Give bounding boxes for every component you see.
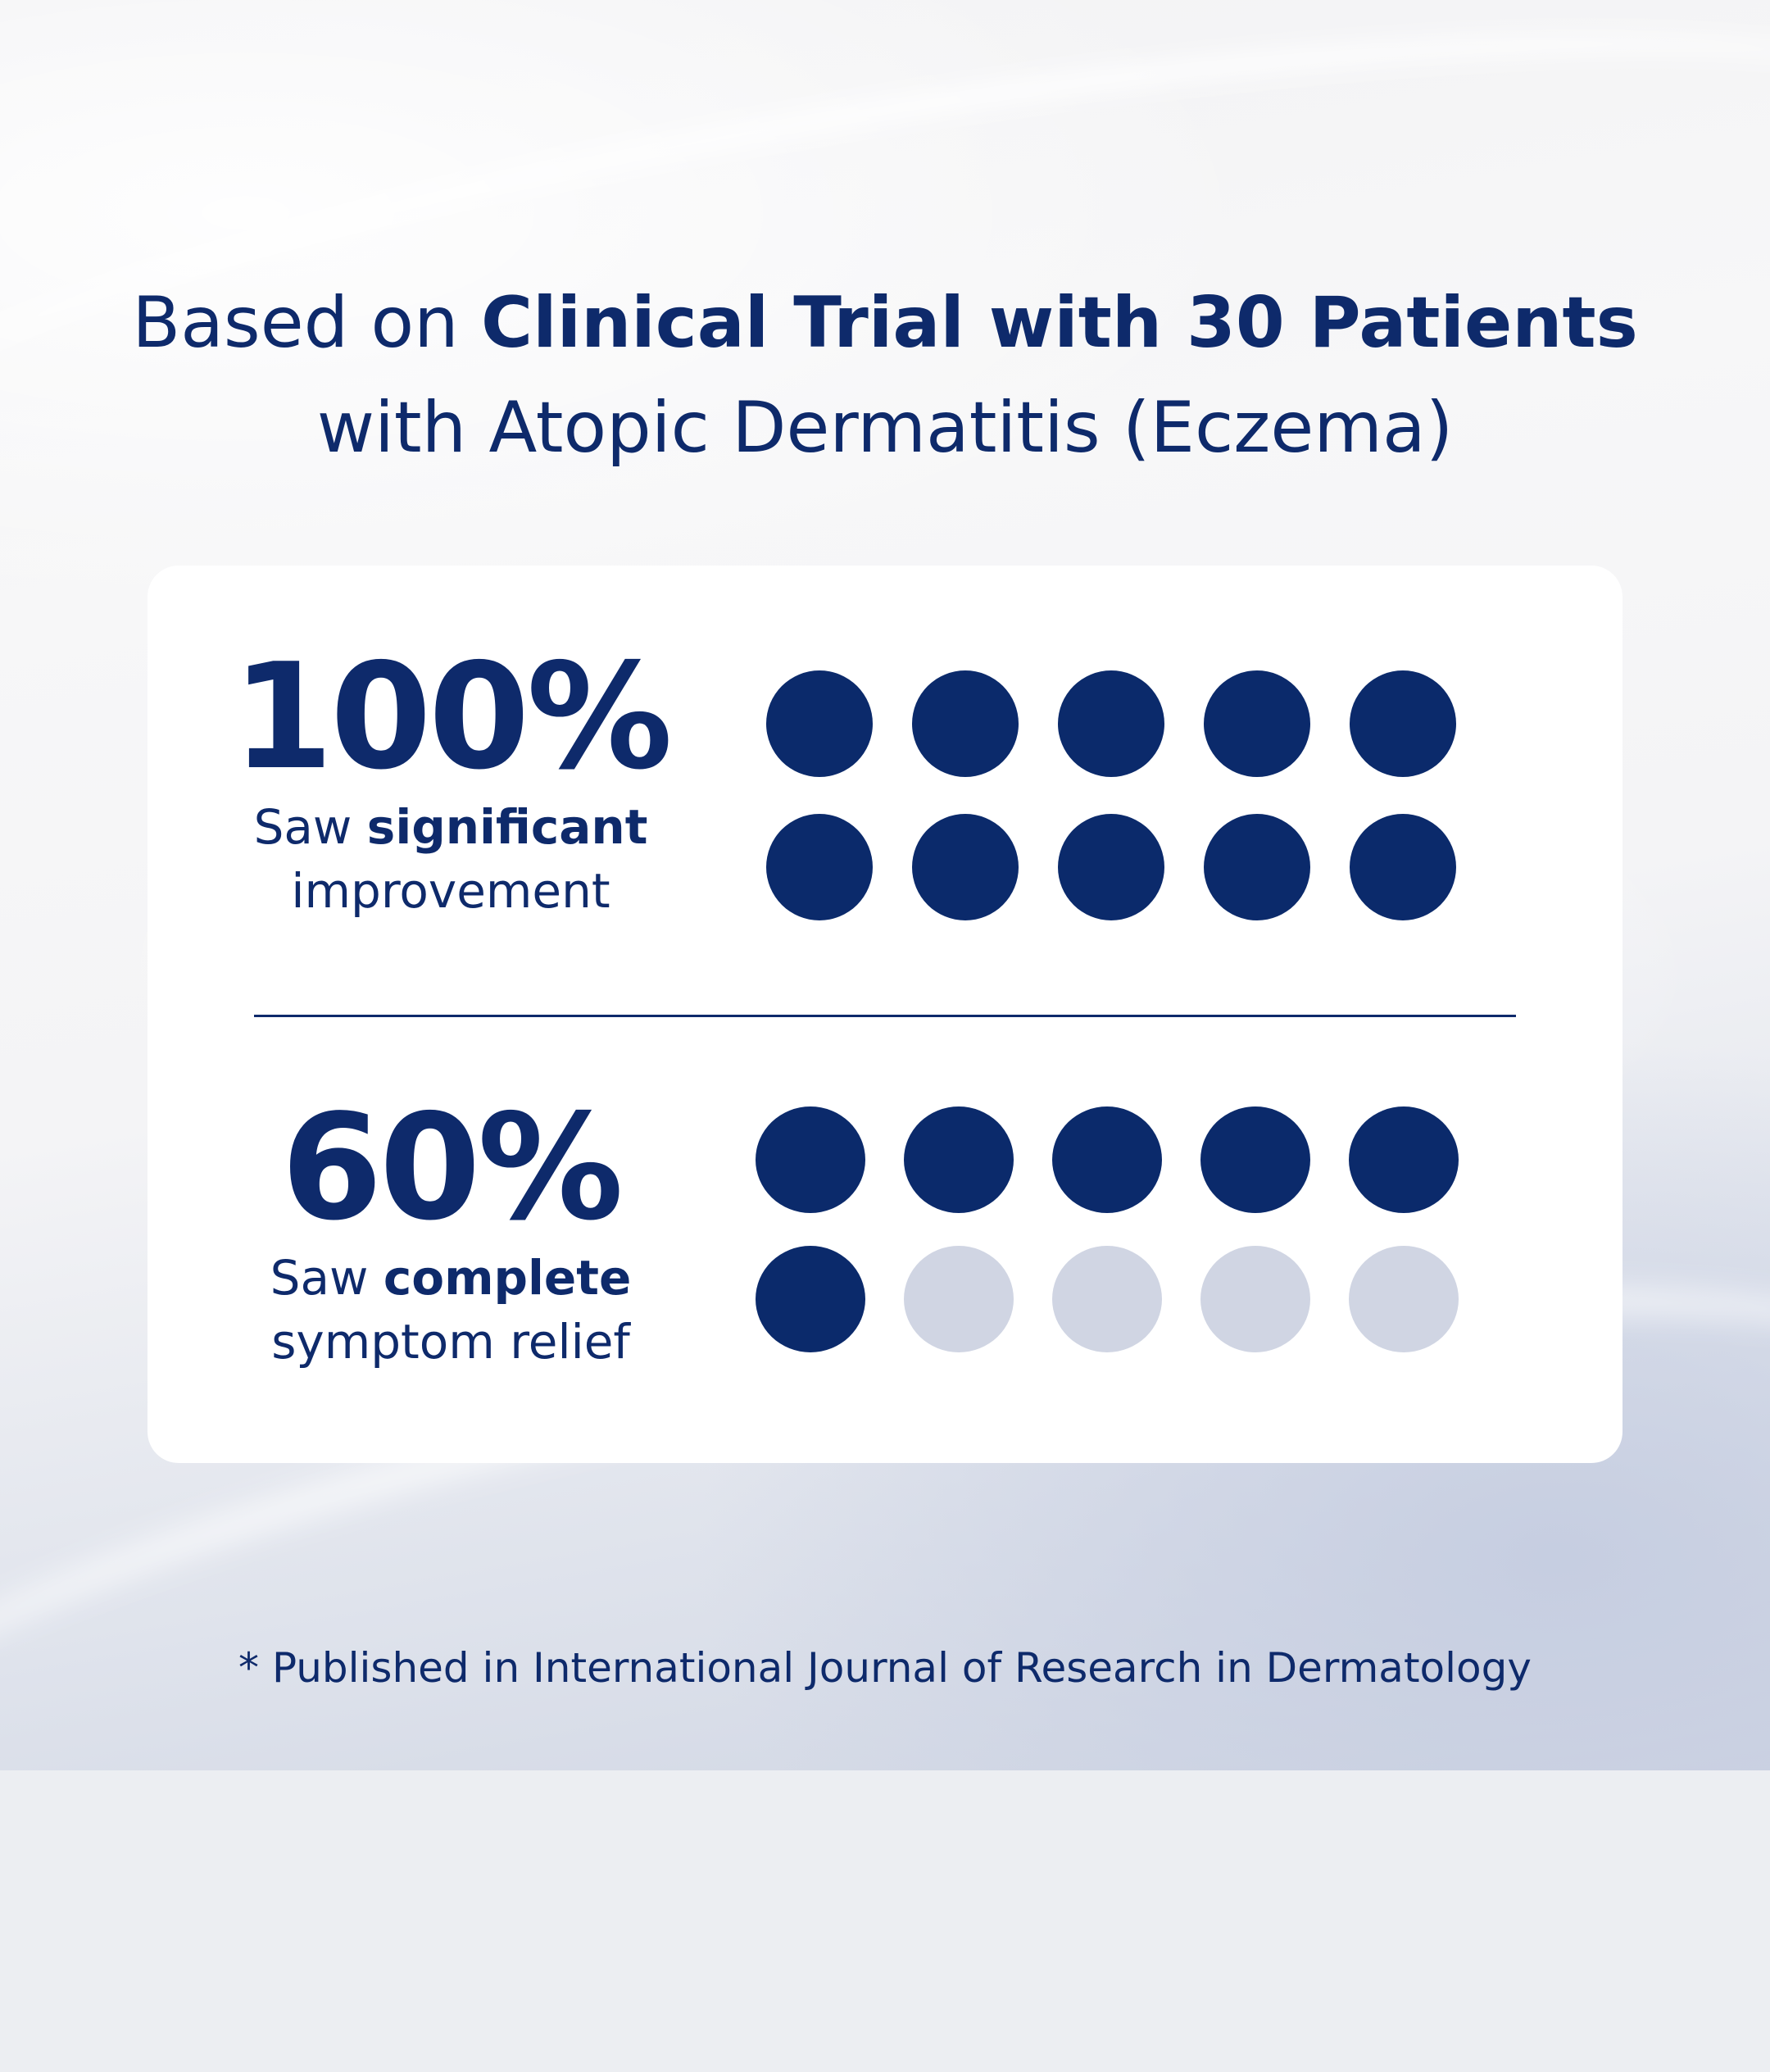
dot-filled bbox=[766, 814, 873, 920]
headline-regular: Based on bbox=[132, 282, 482, 364]
dot-filled bbox=[1350, 814, 1456, 920]
stat-improvement: 100% Saw significant improvement bbox=[221, 639, 680, 923]
dot-filled bbox=[1349, 1106, 1459, 1213]
stat-desc-prefix: Saw bbox=[253, 799, 367, 855]
stat-desc-prefix: Saw bbox=[270, 1250, 384, 1306]
stat-value: 60% bbox=[280, 1083, 624, 1252]
stat-desc-line2: symptom relief bbox=[271, 1314, 630, 1370]
stats-card: 100% Saw significant improvement 60% Saw… bbox=[148, 566, 1622, 1463]
stat-desc-bold: significant bbox=[366, 799, 648, 855]
stat-description: Saw significant improvement bbox=[221, 795, 680, 923]
dot-filled bbox=[1350, 670, 1456, 777]
headline-line2: with Atopic Dermatitis (Eczema) bbox=[316, 387, 1454, 469]
dot-filled bbox=[766, 670, 873, 777]
dot-filled bbox=[1204, 670, 1310, 777]
dot-filled bbox=[904, 1106, 1014, 1213]
dot-filled bbox=[1058, 670, 1164, 777]
dot-filled bbox=[756, 1106, 865, 1213]
dot-empty bbox=[1200, 1246, 1310, 1352]
stat-desc-line2: improvement bbox=[291, 863, 610, 919]
headline: Based on Clinical Trial with 30 Patients… bbox=[0, 270, 1770, 480]
headline-bold: Clinical Trial with 30 Patients bbox=[481, 282, 1638, 364]
footnote: * Published in International Journal of … bbox=[238, 1644, 1532, 1692]
stat-relief: 60% Saw complete symptom relief bbox=[221, 1090, 680, 1374]
stat-desc-bold: complete bbox=[383, 1250, 632, 1306]
dot-empty bbox=[1052, 1246, 1162, 1352]
divider bbox=[254, 1015, 1516, 1017]
dot-filled bbox=[912, 670, 1019, 777]
dot-filled bbox=[756, 1246, 865, 1352]
dot-filled bbox=[1052, 1106, 1162, 1213]
dot-filled bbox=[912, 814, 1019, 920]
dot-empty bbox=[904, 1246, 1014, 1352]
dot-empty bbox=[1349, 1246, 1459, 1352]
dot-grid-relief bbox=[756, 1106, 1459, 1352]
dot-filled bbox=[1200, 1106, 1310, 1213]
stat-description: Saw complete symptom relief bbox=[221, 1246, 680, 1374]
stat-value: 100% bbox=[232, 632, 673, 802]
dot-filled bbox=[1058, 814, 1164, 920]
dot-filled bbox=[1204, 814, 1310, 920]
dot-grid-improvement bbox=[766, 670, 1456, 920]
